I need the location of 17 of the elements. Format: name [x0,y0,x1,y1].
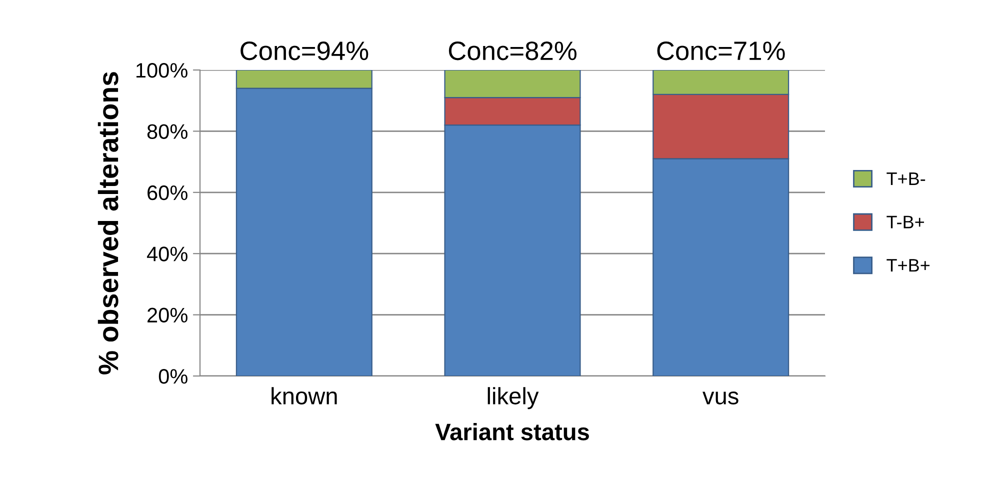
legend-label: T-B+ [886,216,924,228]
y-tick-label: 100% [136,63,188,78]
y-tick-label: 80% [147,124,188,139]
x-tick-label: likely [488,387,539,410]
legend-label: T+B- [886,172,926,185]
y-tick-label: 40% [146,246,188,262]
legend-label: T+B+ [886,259,930,272]
y-tick-label: 60% [148,185,188,200]
y-tick-label: 0% [158,369,188,384]
x-tick-label: known [272,387,337,404]
x-tick-label: vus [702,392,738,404]
text: Conc=82% [448,42,576,60]
y-axis-title: % observed alterations [98,72,118,374]
x-axis-title: Variant status [435,423,589,440]
text: Conc=71% [657,42,785,60]
y-tick-label: 20% [148,308,188,323]
text: Conc=94% [240,42,368,60]
